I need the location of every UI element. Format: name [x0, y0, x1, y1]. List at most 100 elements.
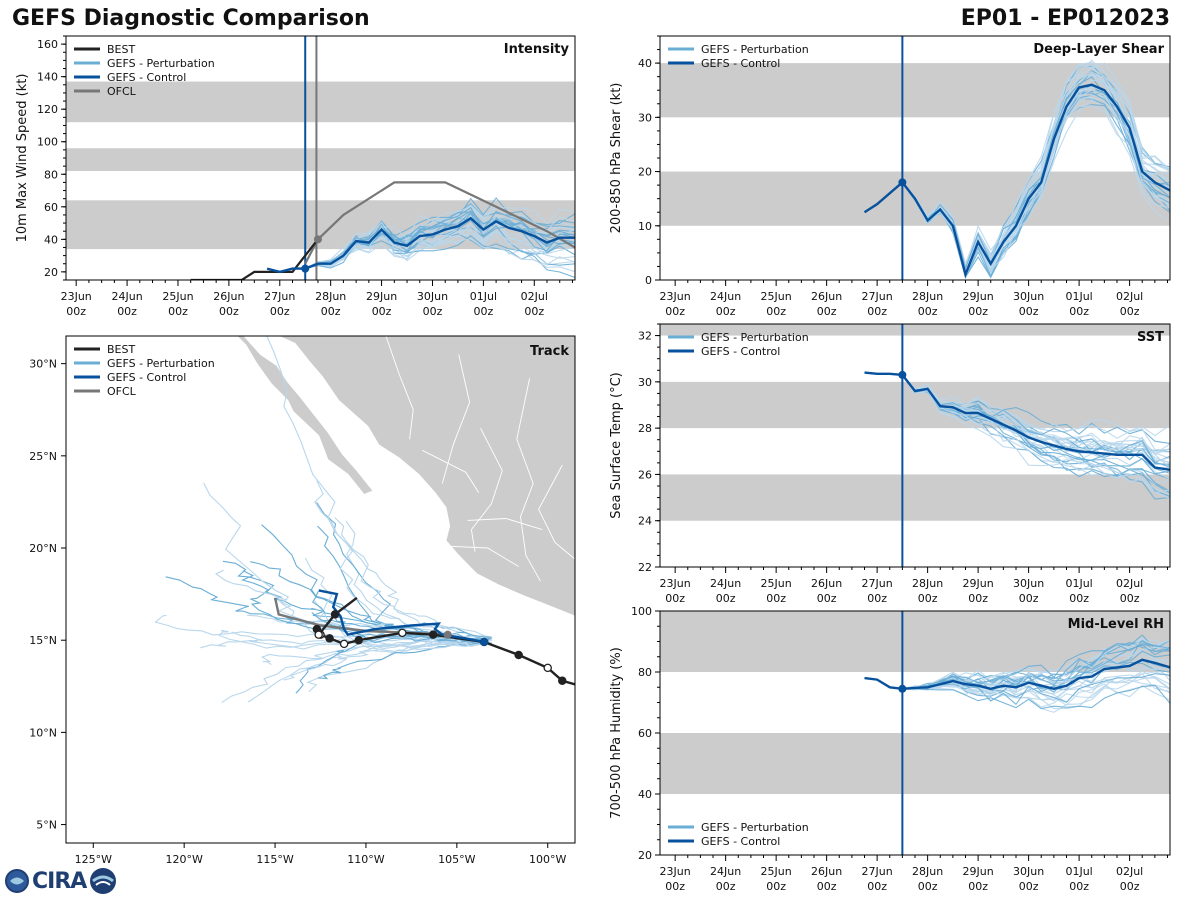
x-tick-label: 00z	[867, 592, 887, 605]
shaded-band	[66, 148, 575, 172]
y-tick-label: 120	[37, 103, 58, 116]
y-axis-label: Sea Surface Temp (°C)	[609, 372, 624, 519]
perturbation-member-line	[901, 374, 1170, 494]
y-tick-label: 24	[638, 515, 652, 528]
legend-entry: GEFS - Control	[701, 835, 780, 848]
state-border	[441, 354, 471, 484]
perturbation-member-line	[901, 374, 1170, 492]
shear-plot-area	[863, 36, 1170, 280]
perturbation-member-line	[305, 228, 575, 270]
ofcl-start-point	[443, 630, 452, 639]
x-tick-label: 00z	[867, 305, 887, 318]
best-track-point	[428, 630, 438, 639]
gefs-control-series-line	[864, 658, 1170, 691]
x-tick-label: 30Jun	[1013, 577, 1044, 590]
panel-label: Track	[530, 344, 569, 359]
perturbation-member-line	[902, 684, 1170, 710]
perturbation-track-line	[306, 639, 493, 692]
x-tick-label: 26Jun	[811, 577, 842, 590]
state-border	[470, 427, 503, 552]
x-tick-label: 100°W	[529, 853, 566, 866]
best-track-point	[325, 634, 334, 643]
y-tick-label: 5°N	[36, 819, 57, 832]
perturbation-member-line	[901, 374, 1170, 496]
legend-entry: GEFS - Perturbation	[701, 821, 809, 834]
shaded-band	[660, 324, 1170, 336]
x-tick-label: 02Jul	[1116, 577, 1143, 590]
perturbation-member-line	[305, 238, 575, 273]
state-border	[516, 378, 541, 582]
x-tick-label: 00z	[473, 305, 493, 318]
x-tick-label: 27Jun	[862, 865, 893, 878]
state-border	[467, 518, 543, 531]
x-tick-label: 00z	[168, 305, 188, 318]
y-tick-label: 0	[645, 274, 652, 287]
x-tick-label: 02Jul	[1116, 290, 1143, 303]
x-tick-label: 00z	[918, 592, 938, 605]
x-tick-label: 29Jun	[963, 290, 994, 303]
track-panel: 125°W 120°W 115°W 110°W 105°W 100°W 5°N 10°N 15°…	[29, 335, 576, 866]
y-tick-label: 40	[638, 57, 652, 70]
y-tick-label: 28	[638, 422, 652, 435]
x-tick-label: 02Jul	[521, 290, 548, 303]
x-tick-label: 00z	[1069, 305, 1089, 318]
perturbation-member-line	[901, 61, 1170, 277]
state-border	[385, 336, 414, 440]
x-tick-label: 00z	[665, 592, 685, 605]
x-tick-label: 01Jul	[1065, 290, 1092, 303]
best-track-point	[339, 639, 349, 649]
gefs-control-series-line	[266, 216, 575, 274]
y-tick-label: 30	[638, 376, 652, 389]
legend-entry: GEFS - Perturbation	[701, 43, 809, 56]
shaded-band	[660, 474, 1170, 521]
perturbation-member-line	[304, 206, 575, 270]
gefs-control-series-line	[864, 371, 1170, 471]
sst-panel: 22 24 26 28 30 32 23Jun 00z 24Jun 00z 25Jun 00z 26Ju…	[609, 323, 1171, 605]
legend-entry: GEFS - Control	[107, 371, 186, 384]
x-tick-label: 23Jun	[660, 577, 691, 590]
x-tick-label: 00z	[817, 880, 837, 893]
y-tick-label: 140	[37, 71, 58, 84]
x-tick-label: 115°W	[256, 853, 293, 866]
x-tick-label: 00z	[219, 305, 239, 318]
y-tick-label: 25°N	[29, 450, 57, 463]
x-tick-label: 00z	[817, 592, 837, 605]
x-tick-label: 00z	[968, 592, 988, 605]
x-tick-label: 110°W	[347, 853, 384, 866]
x-tick-label: 00z	[918, 305, 938, 318]
perturbation-member-line	[902, 673, 1170, 713]
best-track-point	[354, 635, 363, 645]
x-tick-label: 00z	[1019, 305, 1039, 318]
x-tick-label: 23Jun	[61, 290, 92, 303]
x-tick-label: 00z	[1019, 592, 1039, 605]
legend-entry: BEST	[107, 43, 135, 56]
y-tick-label: 30°N	[29, 358, 57, 371]
legend-entry: GEFS - Perturbation	[107, 357, 215, 370]
panel-label: Intensity	[504, 42, 570, 57]
x-tick-label: 30Jun	[1013, 865, 1044, 878]
state-border	[422, 449, 480, 493]
y-axis-label: 700-500 hPa Humidity (%)	[609, 647, 624, 819]
perturbation-member-line	[901, 374, 1170, 451]
x-tick-label: 00z	[968, 880, 988, 893]
y-tick-label: 20	[638, 849, 652, 862]
y-tick-label: 20	[44, 266, 58, 279]
logo-text: CIRA	[32, 868, 87, 894]
storm-id: EP01 - EP012023	[960, 6, 1170, 31]
state-border	[447, 545, 519, 567]
best-track-point	[514, 650, 523, 660]
legend-entry: GEFS - Perturbation	[701, 331, 809, 344]
rh-panel: 20 40 60 80 100 23Jun 00z 24Jun 00z 25Jun 00z 26Jun…	[609, 605, 1171, 893]
x-tick-label: 28Jun	[912, 577, 943, 590]
intensity-plot-area	[190, 36, 575, 280]
figure-title: GEFS Diagnostic Comparison	[12, 6, 370, 31]
x-tick-label: 00z	[423, 305, 443, 318]
track-plot-area	[154, 336, 575, 704]
x-tick-label: 00z	[918, 880, 938, 893]
y-tick-label: 15°N	[29, 634, 57, 647]
x-tick-label: 00z	[524, 305, 544, 318]
x-tick-label: 01Jul	[470, 290, 497, 303]
y-tick-label: 40	[638, 788, 652, 801]
